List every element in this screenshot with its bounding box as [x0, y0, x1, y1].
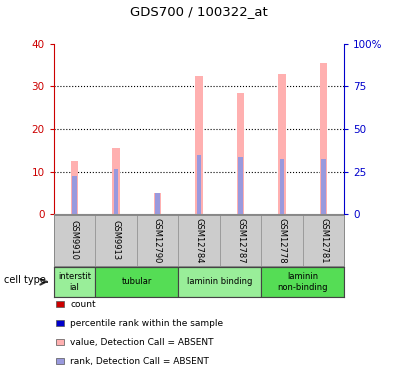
Text: GDS700 / 100322_at: GDS700 / 100322_at	[130, 5, 268, 19]
Text: laminin
non-binding: laminin non-binding	[277, 272, 328, 292]
Bar	[322, 159, 326, 214]
Text: tubular: tubular	[121, 277, 152, 286]
Bar	[112, 148, 120, 214]
Bar	[278, 74, 286, 214]
Text: GSM12784: GSM12784	[195, 218, 203, 263]
Bar	[261, 267, 344, 297]
Bar	[154, 193, 161, 214]
Bar	[237, 93, 244, 214]
Bar	[320, 63, 327, 214]
Text: rank, Detection Call = ABSENT: rank, Detection Call = ABSENT	[70, 357, 209, 366]
Bar	[54, 267, 95, 297]
Text: GSM12790: GSM12790	[153, 218, 162, 263]
Text: GSM9910: GSM9910	[70, 220, 79, 261]
Bar	[238, 157, 242, 214]
Bar	[195, 76, 203, 214]
Bar	[71, 161, 78, 214]
Text: GSM9913: GSM9913	[111, 220, 121, 261]
Bar	[72, 176, 76, 214]
Text: percentile rank within the sample: percentile rank within the sample	[70, 319, 224, 328]
Bar	[155, 193, 160, 214]
Text: value, Detection Call = ABSENT: value, Detection Call = ABSENT	[70, 338, 214, 347]
Text: GSM12781: GSM12781	[319, 218, 328, 263]
Text: laminin binding: laminin binding	[187, 277, 252, 286]
Bar	[280, 159, 284, 214]
Text: cell type: cell type	[4, 275, 46, 285]
Text: GSM12778: GSM12778	[277, 218, 287, 263]
Text: count: count	[70, 300, 96, 309]
Text: interstit
ial: interstit ial	[58, 272, 91, 292]
Bar	[178, 267, 261, 297]
Bar	[114, 169, 118, 214]
Text: GSM12787: GSM12787	[236, 218, 245, 263]
Bar	[197, 154, 201, 214]
Bar	[95, 267, 178, 297]
